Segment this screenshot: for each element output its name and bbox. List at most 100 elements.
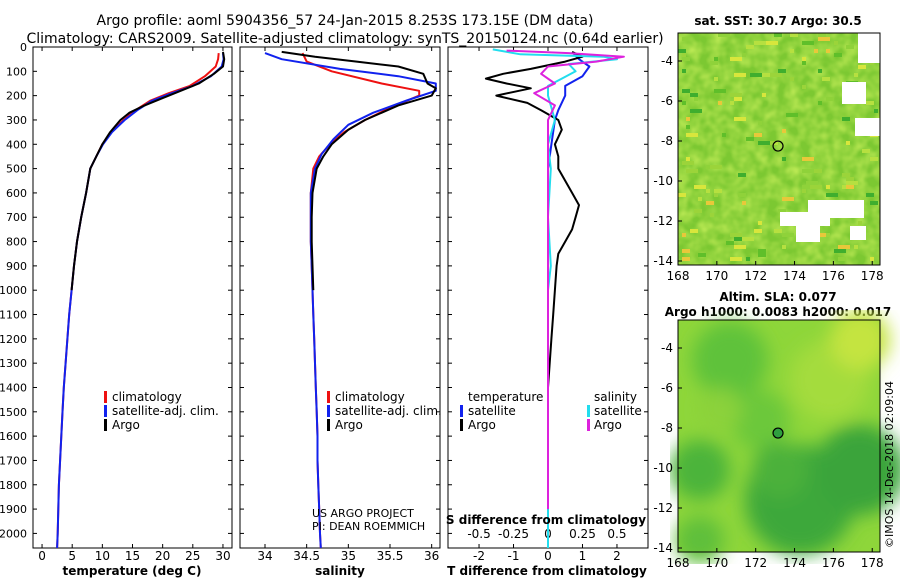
map-x-tick-label: 168 bbox=[667, 269, 690, 283]
map-y-tick-label: -6 bbox=[661, 94, 673, 108]
x-tick-label: -2 bbox=[473, 549, 485, 563]
x-tick-label: 2 bbox=[613, 549, 621, 563]
legend-swatch-climatology bbox=[327, 391, 330, 403]
map-y-tick-label: -10 bbox=[653, 461, 673, 475]
series-line-temperature-climatology bbox=[56, 53, 220, 548]
depth-tick-label: 1400 bbox=[0, 381, 27, 394]
legend-swatch-climatology bbox=[104, 391, 107, 403]
depth-tick-label: 1800 bbox=[0, 479, 27, 492]
x-tick-label: 35.5 bbox=[377, 549, 404, 563]
credit-project: US ARGO PROJECT bbox=[312, 507, 414, 520]
depth-tick-label: 500 bbox=[6, 163, 27, 176]
sst-map-title: sat. SST: 30.7 Argo: 30.5 bbox=[694, 14, 861, 28]
map-x-tick-label: 178 bbox=[861, 269, 884, 283]
legend-swatch-s-argo bbox=[587, 419, 590, 431]
legend-entry-satellite: satellite-adj. clim. bbox=[112, 404, 219, 418]
temperature-plot-frame bbox=[32, 46, 233, 549]
x2-tick-label: -0.5 bbox=[467, 527, 490, 541]
credit-pi: PI: DEAN ROEMMICH bbox=[312, 520, 425, 533]
series-line-salinity-argo bbox=[281, 50, 437, 291]
x-tick-label: 20 bbox=[155, 549, 170, 563]
legend-swatch-t-satellite bbox=[460, 405, 463, 417]
sla-map-title: Altim. SLA: 0.077 bbox=[719, 290, 836, 304]
x2-tick-label: 0.5 bbox=[607, 527, 626, 541]
legend-entry-argo: Argo bbox=[112, 418, 140, 432]
series-line-difference-salinity-argo bbox=[506, 49, 625, 510]
map-y-tick-label: -4 bbox=[661, 341, 673, 355]
x2-tick-label: 0.25 bbox=[569, 527, 596, 541]
map-y-tick-label: -4 bbox=[661, 54, 673, 68]
depth-tick-label: 1700 bbox=[0, 454, 27, 467]
x-tick-label: 0 bbox=[544, 549, 552, 563]
x2-tick-label: -0.25 bbox=[498, 527, 529, 541]
series-line-salinity-climatology bbox=[301, 52, 421, 548]
depth-tick-label: 700 bbox=[6, 211, 27, 224]
legend-swatch-satellite bbox=[327, 405, 330, 417]
x-tick-label: 0 bbox=[38, 549, 46, 563]
map-x-tick-label: 172 bbox=[744, 269, 767, 283]
difference-xlabel: T difference from climatology bbox=[447, 564, 647, 578]
legend-header-temperature: temperature bbox=[468, 390, 543, 404]
depth-tick-label: 800 bbox=[6, 236, 27, 249]
legend-swatch-satellite bbox=[104, 405, 107, 417]
map-y-tick-label: -12 bbox=[653, 214, 673, 228]
depth-tick-label: 200 bbox=[6, 90, 27, 103]
depth-tick-label: 1200 bbox=[0, 333, 27, 346]
series-line-temperature-satellite-adj--clim- bbox=[56, 53, 225, 548]
depth-tick-label: 1500 bbox=[0, 406, 27, 419]
legend-entry-argo: Argo bbox=[335, 418, 363, 432]
salinity-plot-frame bbox=[239, 46, 441, 549]
map-x-tick-label: 168 bbox=[667, 556, 690, 570]
depth-tick-label: 300 bbox=[6, 114, 27, 127]
sla-float-marker bbox=[772, 427, 784, 439]
legend-swatch-t-argo bbox=[460, 419, 463, 431]
x-tick-label: 5 bbox=[68, 549, 76, 563]
depth-tick-label: 1000 bbox=[0, 284, 27, 297]
chart-title-line2: Climatology: CARS2009. Satellite-adjuste… bbox=[26, 31, 663, 47]
difference-legend: temperature salinity satellite Argo sate… bbox=[460, 390, 642, 432]
map-x-tick-label: 174 bbox=[783, 269, 806, 283]
x-tick-label: 10 bbox=[95, 549, 110, 563]
x-tick-label: 34 bbox=[257, 549, 272, 563]
sst-float-marker bbox=[772, 140, 784, 152]
temperature-legend: climatology satellite-adj. clim. Argo bbox=[104, 390, 219, 432]
series-line-temperature-argo bbox=[70, 51, 226, 291]
x-tick-label: 15 bbox=[125, 549, 140, 563]
map-y-tick-label: -8 bbox=[661, 421, 673, 435]
map-y-tick-label: -6 bbox=[661, 381, 673, 395]
x-tick-label: 30 bbox=[215, 549, 230, 563]
legend-entry-t-satellite: satellite bbox=[468, 404, 516, 418]
depth-tick-label: 1100 bbox=[0, 309, 27, 322]
depth-tick-label: 400 bbox=[6, 138, 27, 151]
map-x-tick-label: 172 bbox=[744, 556, 767, 570]
map-x-tick-label: 176 bbox=[822, 556, 845, 570]
legend-entry-climatology: climatology bbox=[112, 390, 182, 404]
depth-tick-label: 2000 bbox=[0, 527, 27, 540]
depth-tick-label: 1300 bbox=[0, 357, 27, 370]
legend-header-salinity: salinity bbox=[594, 390, 637, 404]
legend-entry-climatology: climatology bbox=[335, 390, 405, 404]
depth-tick-label: 900 bbox=[6, 260, 27, 273]
map-x-tick-label: 176 bbox=[822, 269, 845, 283]
salinity-legend: climatology satellite-adj. clim. Argo bbox=[327, 390, 442, 432]
x-tick-label: -1 bbox=[508, 549, 520, 563]
series-line-difference-temperature-argo bbox=[484, 50, 584, 485]
legend-entry-satellite: satellite-adj. clim. bbox=[335, 404, 442, 418]
map-x-tick-label: 170 bbox=[705, 269, 728, 283]
legend-swatch-argo bbox=[104, 419, 107, 431]
map-y-tick-label: -14 bbox=[653, 254, 673, 268]
depth-tick-label: 0 bbox=[20, 41, 27, 54]
legend-entry-s-argo: Argo bbox=[594, 418, 622, 432]
chart-title-line1: Argo profile: aoml 5904356_57 24-Jan-201… bbox=[97, 13, 594, 29]
map-x-tick-label: 170 bbox=[705, 556, 728, 570]
map-x-tick-label: 178 bbox=[861, 556, 884, 570]
x-tick-label: 36 bbox=[424, 549, 439, 563]
depth-tick-label: 1600 bbox=[0, 430, 27, 443]
legend-swatch-s-satellite bbox=[587, 405, 590, 417]
depth-tick-label: 1900 bbox=[0, 503, 27, 516]
map-y-tick-label: -14 bbox=[653, 541, 673, 555]
legend-entry-t-argo: Argo bbox=[468, 418, 496, 432]
watermark: ©IMOS 14-Dec-2018 02:09:04 bbox=[883, 381, 896, 548]
sla-map-title2: Argo h1000: 0.0083 h2000: 0.017 bbox=[665, 305, 892, 319]
